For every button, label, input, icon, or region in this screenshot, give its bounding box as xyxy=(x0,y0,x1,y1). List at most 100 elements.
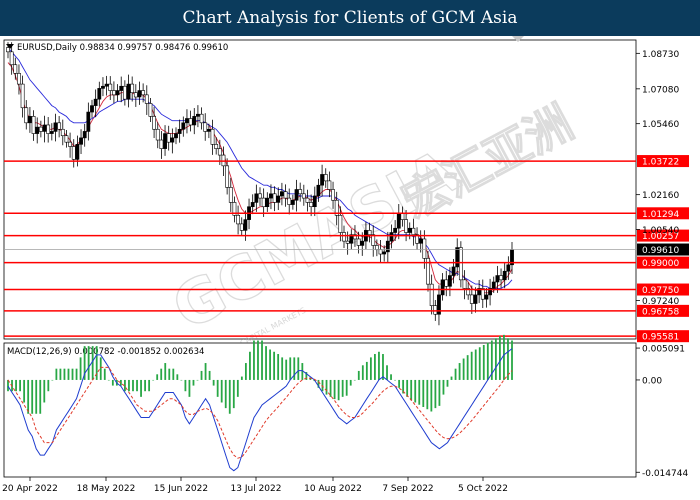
candle xyxy=(181,116,186,137)
macd-histogram-bar xyxy=(426,379,429,410)
candle xyxy=(210,119,215,155)
candle xyxy=(331,181,335,209)
candle xyxy=(214,137,219,155)
chart-area: EURUSD,Daily 0.98834 0.99757 0.98476 0.9… xyxy=(0,36,700,500)
level-label: 1.03722 xyxy=(637,155,689,168)
candle xyxy=(236,205,240,235)
candle xyxy=(163,125,167,156)
signal-line xyxy=(7,366,513,459)
macd-histogram-bar xyxy=(490,340,493,380)
candle xyxy=(480,279,485,309)
candle xyxy=(93,89,98,118)
macd-histogram-bar xyxy=(19,379,21,392)
macd-histogram-bar xyxy=(160,368,163,380)
macd-histogram-bar xyxy=(59,368,62,380)
candle xyxy=(152,106,156,138)
macd-histogram-bar xyxy=(374,354,376,380)
price-tick-label: 1.00540 xyxy=(642,226,679,236)
macd-histogram-bar xyxy=(168,368,171,380)
macd-histogram-bar xyxy=(410,379,413,401)
candle xyxy=(272,186,277,212)
macd-histogram-bar xyxy=(277,354,280,380)
macd-histogram-bar xyxy=(152,379,155,381)
price-tick-label: 1.02160 xyxy=(642,191,679,201)
macd-histogram-bar xyxy=(216,379,219,397)
candle xyxy=(108,76,113,100)
symbol-info: EURUSD,Daily 0.98834 0.99757 0.98476 0.9… xyxy=(17,43,228,53)
macd-histogram-bar xyxy=(253,340,255,380)
candle xyxy=(448,267,452,297)
macd-histogram-bar xyxy=(87,346,90,380)
macd-histogram-bar xyxy=(132,379,134,392)
macd-histogram-bar xyxy=(507,338,509,380)
candle xyxy=(290,194,295,210)
macd-histogram-bar xyxy=(386,365,388,380)
candle xyxy=(115,84,120,102)
candle xyxy=(159,131,164,159)
candle xyxy=(71,139,76,168)
macd-histogram-bar xyxy=(418,379,421,405)
candle xyxy=(57,116,62,138)
macd-histogram-bar xyxy=(172,368,175,380)
candle xyxy=(418,230,423,253)
macd-histogram-bar xyxy=(103,368,106,380)
macd-histogram-bar xyxy=(337,379,340,401)
candle xyxy=(133,84,138,107)
time-tick-label: 5 Oct 2022 xyxy=(458,484,508,494)
candle xyxy=(13,57,18,80)
level-label: 0.96758 xyxy=(637,304,689,317)
macd-histogram-bar xyxy=(301,363,304,380)
level-label: 0.99000 xyxy=(637,256,689,269)
macd-series xyxy=(7,334,513,472)
macd-histogram-bar xyxy=(144,379,146,392)
level-value: 0.99000 xyxy=(642,259,679,269)
candle xyxy=(137,81,142,105)
macd-histogram-bar xyxy=(390,374,392,380)
macd-histogram-bar xyxy=(257,340,259,380)
macd-histogram-bar xyxy=(378,351,380,380)
macd-histogram-bar xyxy=(273,351,276,380)
candle xyxy=(320,164,324,197)
level-value: 0.97750 xyxy=(642,286,679,296)
candle xyxy=(499,268,503,289)
candle xyxy=(429,274,434,315)
macd-histogram-bar xyxy=(333,379,336,400)
candle xyxy=(462,270,467,300)
candle xyxy=(38,120,43,138)
macd-histogram-bar xyxy=(232,379,235,409)
candle xyxy=(112,81,116,104)
macd-histogram-bar xyxy=(236,379,239,397)
candle xyxy=(17,64,21,95)
candle xyxy=(155,122,160,149)
level-value: 1.01294 xyxy=(642,210,679,220)
macd-histogram-bar xyxy=(83,346,86,380)
macd-histogram-bar xyxy=(398,379,401,388)
macd-histogram-bar xyxy=(196,379,199,381)
ma-slow-line xyxy=(7,47,513,289)
macd-histogram-bar xyxy=(478,347,481,380)
candle xyxy=(126,74,131,108)
macd-histogram-bar xyxy=(369,357,372,380)
macd-histogram-bar xyxy=(305,372,308,380)
candle xyxy=(82,123,87,147)
macd-histogram-bar xyxy=(128,379,130,392)
macd-histogram-bar xyxy=(281,357,284,380)
macd-histogram-bar xyxy=(67,368,70,380)
candle xyxy=(502,262,507,289)
macd-histogram-bar xyxy=(353,379,356,381)
macd-histogram-bar xyxy=(208,370,211,380)
scroll-arrow-icon[interactable] xyxy=(512,36,524,42)
macd-histogram-bar xyxy=(499,335,501,380)
candle xyxy=(86,102,91,141)
macd-histogram-bar xyxy=(297,357,300,380)
macd-line xyxy=(7,348,513,472)
current-price-marker: 0.99610 xyxy=(637,243,689,256)
candle xyxy=(199,107,204,130)
macd-histogram-bar xyxy=(474,349,477,380)
macd-histogram-bar xyxy=(329,379,332,397)
macd-histogram-bar xyxy=(164,363,167,380)
candle xyxy=(90,99,94,118)
candle xyxy=(97,81,102,107)
macd-histogram-bar xyxy=(140,379,142,397)
candle xyxy=(488,278,492,306)
